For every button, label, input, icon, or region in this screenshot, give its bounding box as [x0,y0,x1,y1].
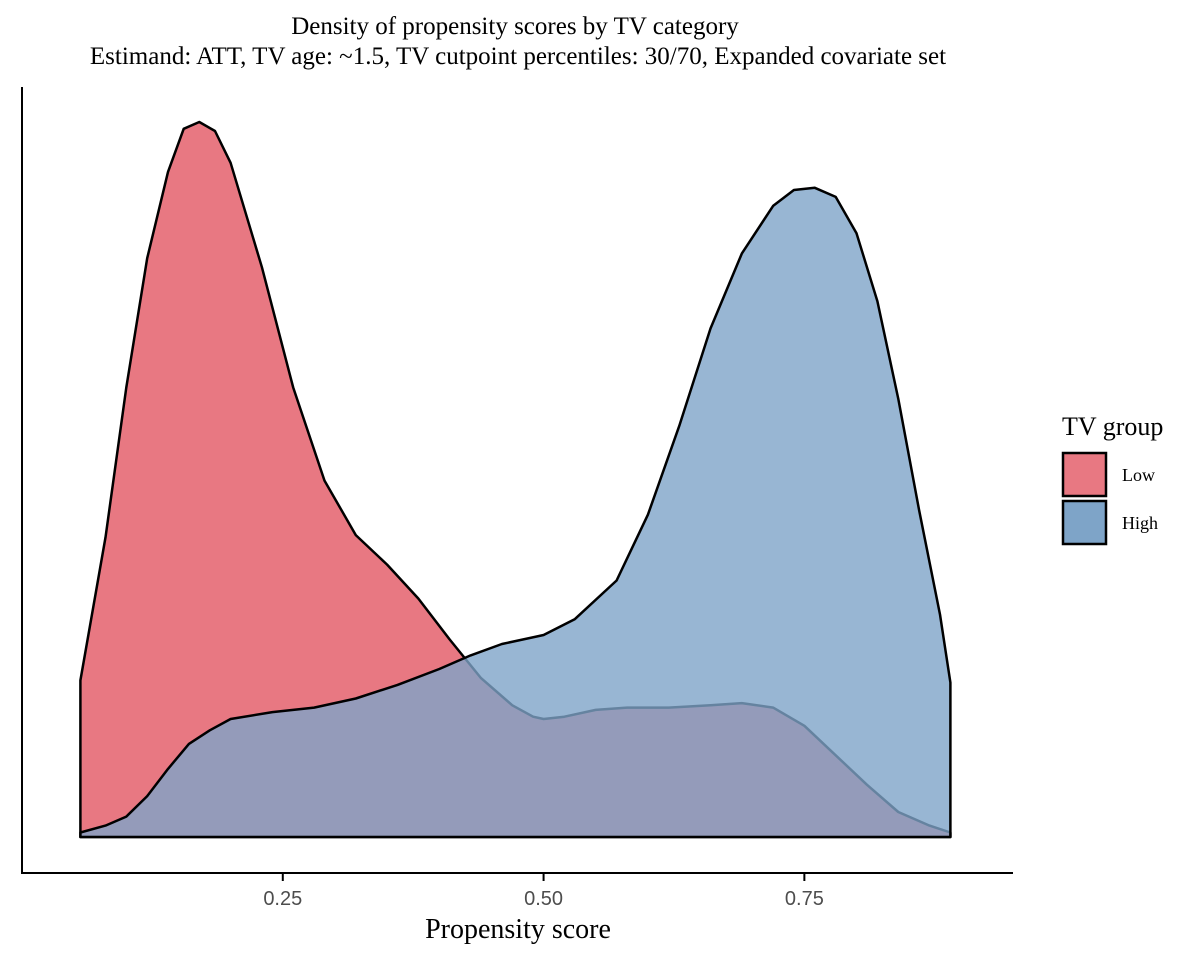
legend-swatch-low [1061,451,1108,498]
plot-area [79,120,952,839]
x-tick-label: 0.50 [524,888,563,910]
legend-swatch-high [1061,499,1108,546]
x-axis-title: Propensity score [425,914,611,945]
chart-subtitle: Estimand: ATT, TV age: ~1.5, TV cutpoint… [90,43,946,70]
legend-label-high: High [1122,513,1158,533]
x-axis-ticks: 0.25 0.50 0.75 [263,873,824,910]
density-area-high [79,186,952,839]
x-tick-label: 0.25 [263,888,302,910]
legend-label-low: Low [1122,465,1155,485]
legend: TV group Low High [1061,412,1163,546]
chart-title: Density of propensity scores by TV categ… [291,13,739,40]
x-tick-label: 0.75 [785,888,824,910]
legend-title: TV group [1062,412,1163,441]
